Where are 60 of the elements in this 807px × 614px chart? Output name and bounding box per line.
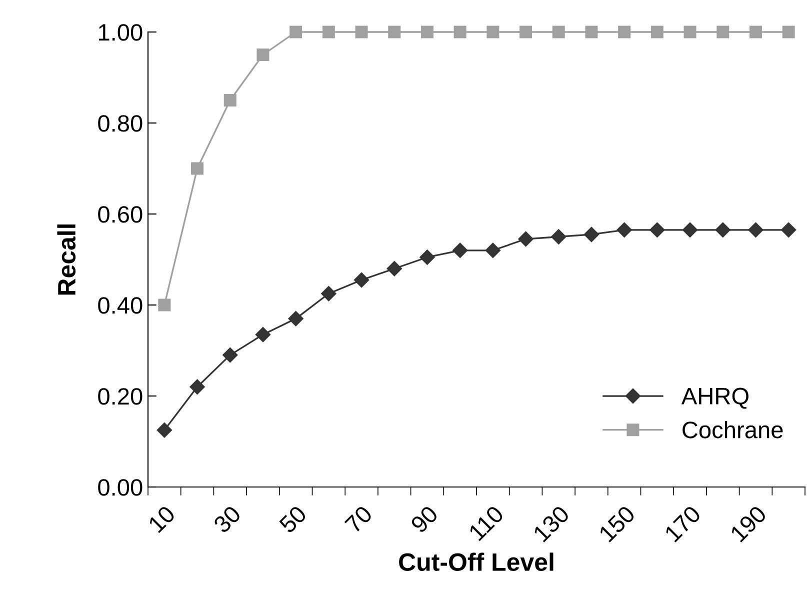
- point: [256, 48, 270, 61]
- point: [782, 26, 795, 38]
- point: [682, 222, 698, 238]
- point: [322, 26, 335, 38]
- point: [290, 26, 302, 38]
- point: [584, 226, 600, 242]
- x-axis-title: Cut-Off Level: [399, 552, 554, 571]
- y-axis-title: Recall: [57, 224, 76, 295]
- point: [518, 231, 534, 247]
- point: [616, 222, 632, 238]
- point: [716, 26, 730, 38]
- x-tick-label: 50: [278, 504, 308, 534]
- point: [650, 26, 664, 38]
- x-tick-label: 90: [410, 504, 439, 534]
- point: [486, 26, 500, 38]
- point: [222, 347, 238, 363]
- point: [452, 242, 468, 258]
- point: [684, 26, 696, 38]
- point: [749, 26, 762, 38]
- point: [585, 26, 598, 38]
- y-tick-label: 0.80: [98, 115, 142, 132]
- point: [650, 222, 665, 238]
- point: [354, 272, 370, 288]
- point: [748, 222, 764, 238]
- point: [190, 379, 205, 394]
- point: [224, 94, 236, 106]
- x-tick-label: 170: [664, 504, 702, 543]
- point: [551, 229, 566, 244]
- legend-label: AHRQ: [681, 388, 748, 409]
- point: [355, 26, 368, 38]
- point: [191, 162, 204, 175]
- point: [420, 26, 434, 38]
- x-tick-label: 110: [468, 504, 505, 542]
- point: [520, 26, 532, 38]
- y-tick-label: 0.60: [98, 206, 142, 223]
- point: [781, 222, 796, 238]
- x-tick-label: 190: [730, 504, 768, 543]
- point: [552, 26, 565, 38]
- y-tick-label: 0.40: [98, 297, 142, 314]
- point: [454, 26, 466, 38]
- y-tick-label: 1.00: [98, 24, 142, 41]
- point: [485, 242, 500, 258]
- point: [288, 311, 304, 326]
- point: [321, 286, 336, 302]
- point: [158, 298, 171, 312]
- point: [386, 261, 402, 276]
- x-tick-label: 150: [598, 504, 636, 543]
- point: [618, 26, 631, 38]
- x-tick-label: 30: [212, 504, 242, 534]
- x-tick-label: 70: [344, 504, 374, 534]
- point: [255, 327, 271, 342]
- legend-label: Cochrane: [682, 420, 783, 438]
- y-tick-label: 0.20: [98, 388, 142, 405]
- y-tick-label: 0.00: [98, 479, 142, 496]
- point: [715, 222, 730, 238]
- point: [420, 250, 435, 265]
- x-tick-label: 130: [532, 504, 570, 543]
- point: [156, 422, 172, 438]
- x-tick-label: 10: [148, 504, 176, 534]
- point: [388, 26, 401, 38]
